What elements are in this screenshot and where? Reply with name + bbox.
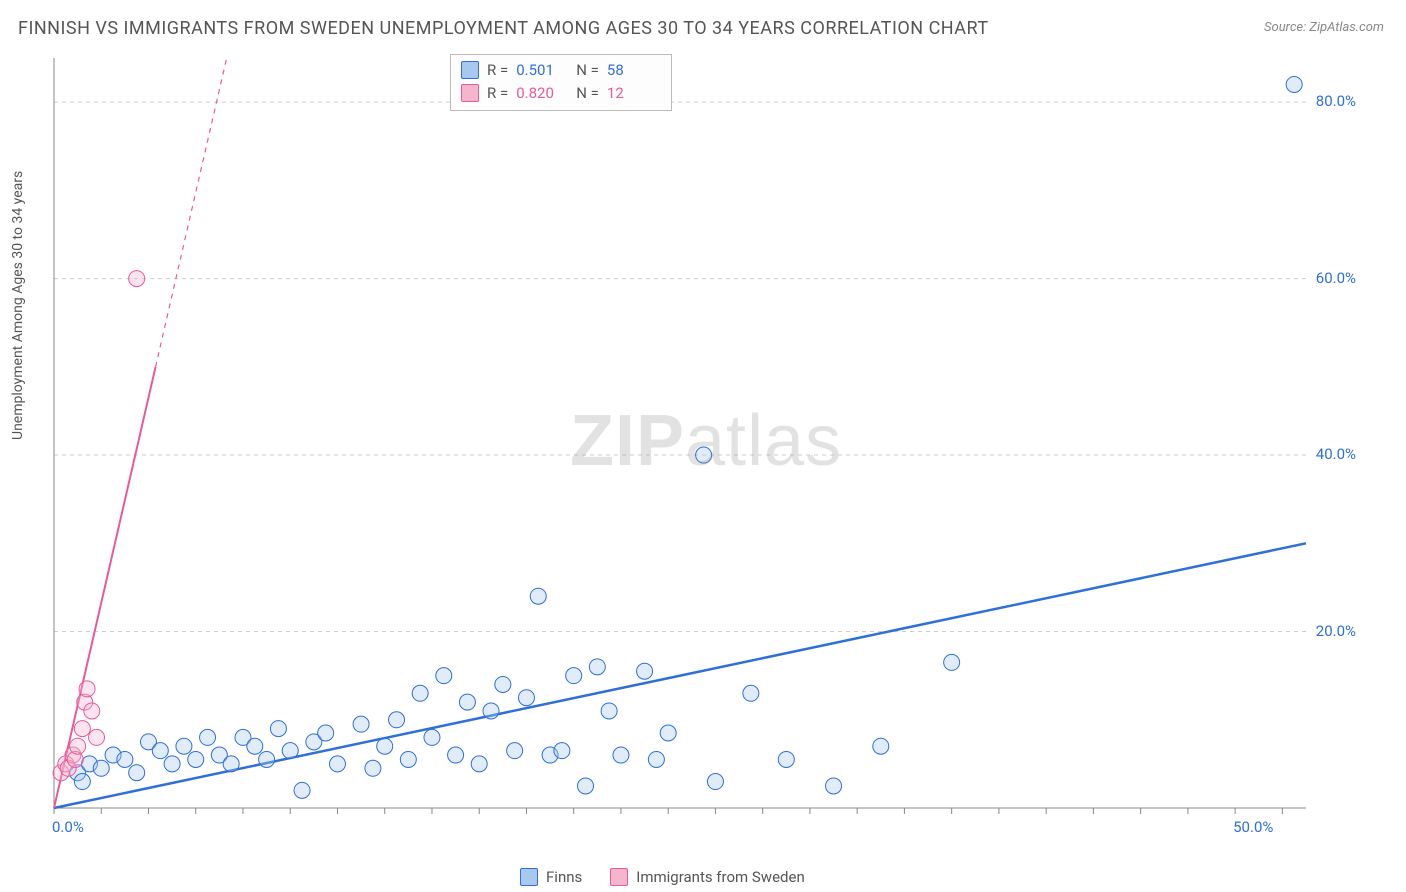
- axis-tick-label: 50.0%: [1233, 818, 1273, 836]
- legend-item-finns: Finns: [520, 868, 582, 886]
- swatch-immigrants: [461, 84, 479, 102]
- swatch-finns-icon: [520, 868, 538, 886]
- legend-row-finns: R = 0.501 N = 58: [461, 59, 659, 82]
- n-value-immigrants: 12: [607, 82, 659, 105]
- axis-tick-label: 20.0%: [1316, 622, 1356, 640]
- axis-tick-label: 80.0%: [1316, 92, 1356, 110]
- legend-label: Finns: [546, 868, 582, 886]
- source-attribution: Source: ZipAtlas.com: [1264, 20, 1384, 35]
- r-value-immigrants: 0.820: [516, 82, 568, 105]
- chart-title: FINNISH VS IMMIGRANTS FROM SWEDEN UNEMPL…: [18, 18, 989, 39]
- legend-row-immigrants: R = 0.820 N = 12: [461, 82, 659, 105]
- swatch-finns: [461, 61, 479, 79]
- scatter-plot: 20.0% 40.0% 60.0% 80.0% 0.0% 50.0%: [48, 48, 1386, 838]
- swatch-immigrants-icon: [610, 868, 628, 886]
- axis-tick-label: 40.0%: [1316, 445, 1356, 463]
- y-axis-label: Unemployment Among Ages 30 to 34 years: [10, 171, 26, 440]
- correlation-legend: R = 0.501 N = 58 R = 0.820 N = 12: [450, 54, 672, 111]
- series-legend: Finns Immigrants from Sweden: [520, 868, 805, 886]
- axis-tick-label: 0.0%: [52, 818, 84, 836]
- r-value-finns: 0.501: [516, 59, 568, 82]
- legend-item-immigrants: Immigrants from Sweden: [610, 868, 804, 886]
- legend-label: Immigrants from Sweden: [636, 868, 804, 886]
- axis-tick-label: 60.0%: [1316, 269, 1356, 287]
- n-value-finns: 58: [607, 59, 659, 82]
